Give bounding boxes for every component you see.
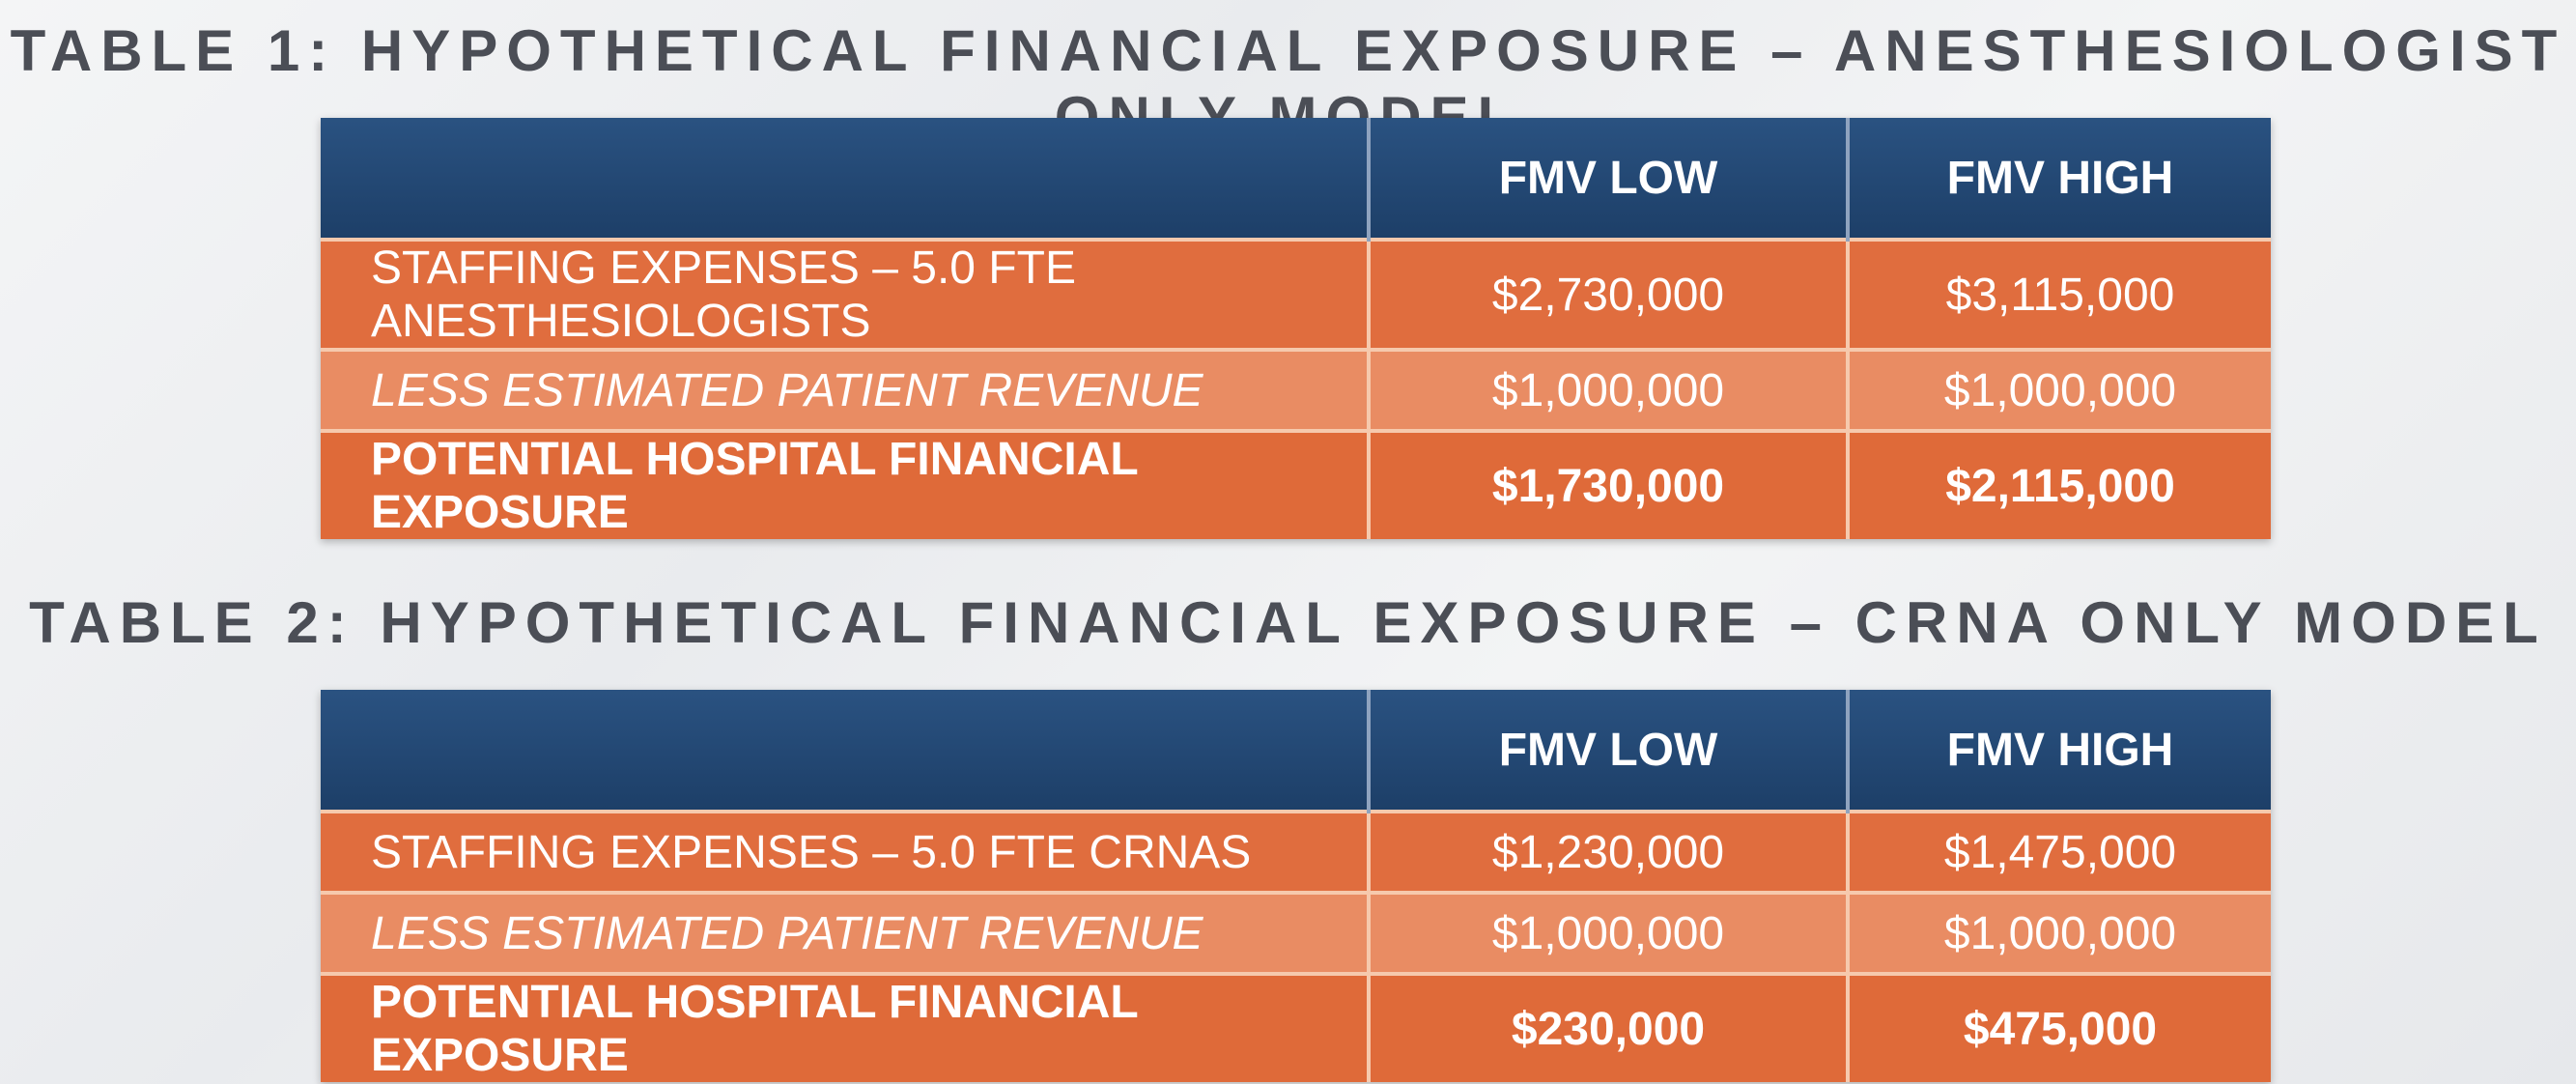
row: LESS ESTIMATED PATIENT REVENUE $1,000,000… bbox=[321, 348, 2271, 431]
row: STAFFING EXPENSES – 5.0 FTE ANESTHESIOLO… bbox=[321, 238, 2271, 350]
cell: $1,000,000 bbox=[1367, 348, 1848, 431]
row-label: STAFFING EXPENSES – 5.0 FTE CRNAS bbox=[321, 810, 1369, 893]
row: LESS ESTIMATED PATIENT REVENUE $1,000,000… bbox=[321, 891, 2271, 974]
header-cell: FMV LOW bbox=[1367, 118, 1848, 240]
header-row: FMV LOW FMV HIGH bbox=[321, 690, 2271, 812]
cell: $2,730,000 bbox=[1367, 238, 1848, 350]
cell: $3,115,000 bbox=[1846, 238, 2271, 350]
header-row: FMV LOW FMV HIGH bbox=[321, 118, 2271, 240]
header-cell bbox=[321, 118, 1369, 240]
header-cell: FMV HIGH bbox=[1846, 690, 2271, 812]
cell: $1,000,000 bbox=[1367, 891, 1848, 974]
row-label: LESS ESTIMATED PATIENT REVENUE bbox=[321, 348, 1369, 431]
table: FMV LOW FMV HIGH STAFFING EXPENSES – 5.0… bbox=[321, 118, 2271, 539]
row: POTENTIAL HOSPITAL FINANCIAL EXPOSURE $23… bbox=[321, 972, 2271, 1082]
row: STAFFING EXPENSES – 5.0 FTE CRNAS $1,230,… bbox=[321, 810, 2271, 893]
row-label: STAFFING EXPENSES – 5.0 FTE ANESTHESIOLO… bbox=[321, 238, 1369, 350]
cell: $1,000,000 bbox=[1846, 348, 2271, 431]
row: POTENTIAL HOSPITAL FINANCIAL EXPOSURE $1,… bbox=[321, 429, 2271, 539]
table-title: TABLE 1: HYPOTHETICAL FINANCIAL EXPOSURE… bbox=[10, 18, 2566, 150]
row-label: POTENTIAL HOSPITAL FINANCIAL EXPOSURE bbox=[321, 972, 1369, 1082]
row-label: POTENTIAL HOSPITAL FINANCIAL EXPOSURE bbox=[321, 429, 1369, 539]
cell: $475,000 bbox=[1846, 972, 2271, 1082]
cell: $1,000,000 bbox=[1846, 891, 2271, 974]
header-cell: FMV HIGH bbox=[1846, 118, 2271, 240]
header-cell bbox=[321, 690, 1369, 812]
cell: $230,000 bbox=[1367, 972, 1848, 1082]
cell: $1,730,000 bbox=[1367, 429, 1848, 539]
header-cell: FMV LOW bbox=[1367, 690, 1848, 812]
table-title: TABLE 2: HYPOTHETICAL FINANCIAL EXPOSURE… bbox=[29, 590, 2547, 655]
table: FMV LOW FMV HIGH STAFFING EXPENSES – 5.0… bbox=[321, 690, 2271, 1082]
cell: $1,475,000 bbox=[1846, 810, 2271, 893]
cell: $2,115,000 bbox=[1846, 429, 2271, 539]
cell: $1,230,000 bbox=[1367, 810, 1848, 893]
row-label: LESS ESTIMATED PATIENT REVENUE bbox=[321, 891, 1369, 974]
